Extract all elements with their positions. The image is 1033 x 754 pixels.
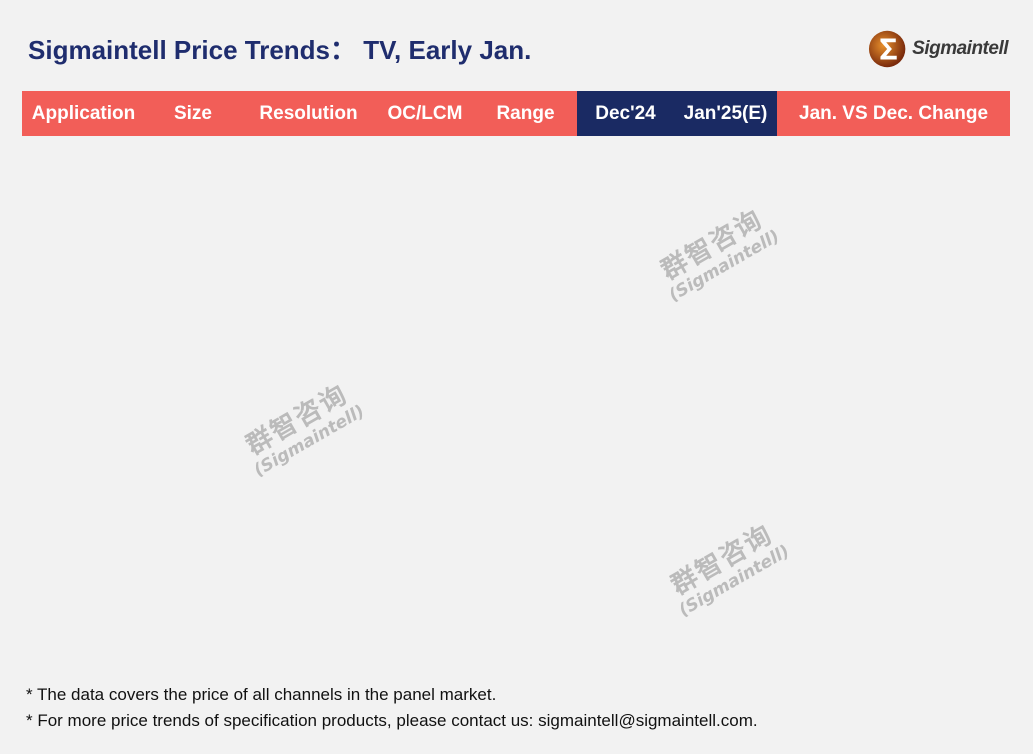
sigmaintell-logo-icon bbox=[868, 30, 906, 68]
watermark: 群智咨询 (Sigmaintell) bbox=[241, 379, 368, 481]
header-range: Range bbox=[474, 91, 577, 136]
footnote-1: * The data covers the price of all chann… bbox=[26, 685, 497, 704]
header-application: Application bbox=[22, 91, 145, 136]
header-jan25: Jan'25(E) bbox=[674, 91, 777, 136]
watermark: 群智咨询 (Sigmaintell) bbox=[656, 204, 783, 306]
price-table: Application Size Resolution OC/LCM Range… bbox=[22, 91, 1011, 136]
header-oc-lcm: OC/LCM bbox=[376, 91, 474, 136]
table-header-row: Application Size Resolution OC/LCM Range… bbox=[22, 91, 1011, 136]
header-resolution: Resolution bbox=[241, 91, 376, 136]
header-change: Jan. VS Dec. Change bbox=[777, 91, 1011, 136]
header-size: Size bbox=[145, 91, 241, 136]
logo-text: Sigmaintell bbox=[912, 38, 1008, 59]
header-dec24: Dec'24 bbox=[577, 91, 674, 136]
sigmaintell-logo: Sigmaintell bbox=[868, 27, 1008, 71]
page-title: Sigmaintell Price Trends： TV, Early Jan. bbox=[28, 35, 532, 65]
watermark: 群智咨询 (Sigmaintell) bbox=[666, 519, 793, 621]
footnote-2: * For more price trends of specification… bbox=[26, 711, 758, 730]
